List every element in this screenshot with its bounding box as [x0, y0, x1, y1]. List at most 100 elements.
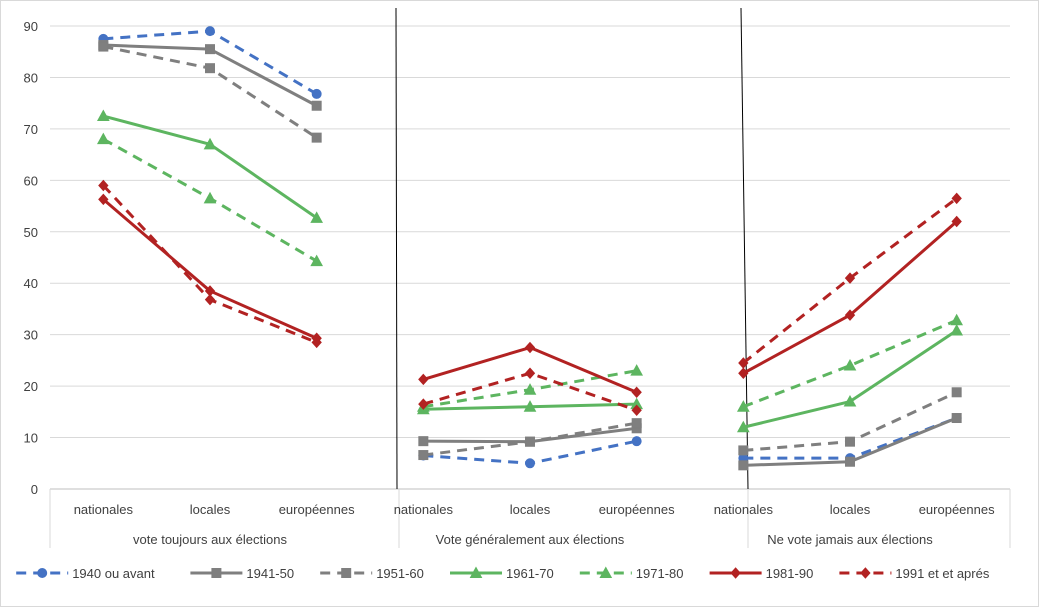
group-separator	[395, 7, 398, 490]
data-point	[631, 436, 642, 447]
data-point	[845, 456, 855, 467]
y-tick-label: 80	[24, 70, 38, 85]
legend-item: 1940 ou avant	[16, 566, 155, 581]
data-point	[204, 293, 216, 306]
data-point	[310, 254, 324, 267]
y-tick-label: 50	[24, 225, 38, 240]
data-point	[205, 26, 215, 37]
data-point	[524, 341, 536, 354]
y-tick-label: 10	[24, 431, 38, 446]
x-tick-label: européennes	[599, 502, 675, 517]
data-point	[205, 44, 215, 55]
series-2	[98, 41, 962, 461]
data-point	[418, 373, 429, 386]
data-point	[203, 137, 217, 150]
data-point	[844, 272, 856, 284]
data-point	[311, 100, 322, 111]
legend-marker	[341, 568, 352, 578]
x-tick-label: européennes	[919, 502, 995, 517]
legend-item: 1941-50	[190, 566, 294, 581]
data-point	[950, 313, 964, 326]
y-tick-label: 40	[24, 276, 38, 291]
legend-label: 1940 ou avant	[72, 566, 155, 581]
data-point	[845, 436, 855, 447]
data-point	[98, 179, 109, 192]
legend-label: 1961-70	[506, 566, 554, 581]
data-point	[523, 400, 537, 412]
data-point	[98, 41, 109, 52]
data-point	[738, 357, 749, 369]
y-tick-label: 70	[24, 122, 38, 137]
data-point	[631, 418, 642, 429]
group-label: vote toujours aux élections	[133, 532, 287, 547]
data-point	[418, 398, 429, 410]
data-point	[951, 192, 962, 205]
legend-item: 1981-90	[709, 566, 814, 581]
legend-item: 1971-80	[579, 566, 684, 581]
data-point	[736, 420, 750, 433]
data-point	[525, 458, 535, 469]
legend-item: 1951-60	[320, 566, 424, 581]
data-point	[736, 400, 750, 412]
legend-marker	[37, 568, 48, 578]
data-point	[418, 450, 429, 461]
legend-marker	[211, 568, 222, 578]
legend-label: 1951-60	[376, 566, 424, 581]
data-point	[205, 63, 215, 74]
legend-label: 1991 et et aprés	[895, 566, 989, 581]
data-point	[96, 132, 110, 145]
data-point	[310, 211, 324, 223]
legend-marker	[599, 566, 613, 578]
group-label: Vote généralement aux élections	[436, 532, 625, 547]
data-point	[98, 193, 109, 206]
y-tick-label: 20	[24, 379, 38, 394]
data-point	[951, 387, 962, 398]
data-point	[630, 364, 644, 376]
data-point	[311, 88, 322, 99]
x-tick-label: locales	[830, 502, 871, 517]
legend-marker	[860, 567, 871, 579]
data-point	[524, 367, 536, 379]
y-tick-label: 0	[31, 482, 38, 497]
data-point	[843, 358, 857, 371]
series-5	[98, 193, 962, 399]
legend-label: 1981-90	[766, 566, 814, 581]
data-point	[844, 309, 856, 321]
y-tick-label: 90	[24, 19, 38, 34]
data-point	[311, 132, 322, 143]
y-tick-label: 60	[24, 173, 38, 188]
x-tick-label: européennes	[279, 502, 355, 517]
x-tick-label: locales	[510, 502, 551, 517]
legend-marker	[469, 566, 483, 578]
x-tick-label: nationales	[714, 502, 774, 517]
data-point	[738, 367, 749, 379]
legend-item: 1961-70	[450, 566, 554, 581]
data-point	[203, 191, 217, 204]
data-point	[311, 336, 322, 349]
x-tick-label: nationales	[74, 502, 134, 517]
data-point	[631, 404, 642, 417]
series-6	[98, 179, 962, 417]
legend-marker	[730, 567, 741, 579]
y-tick-label: 30	[24, 328, 38, 343]
legend-label: 1941-50	[246, 566, 294, 581]
data-point	[951, 215, 962, 228]
series-line	[742, 318, 958, 409]
data-point	[738, 460, 749, 471]
legend-item: 1991 et et aprés	[839, 566, 990, 581]
data-point	[843, 395, 857, 407]
x-tick-label: nationales	[394, 502, 454, 517]
data-point	[950, 324, 964, 336]
data-point	[951, 413, 962, 424]
data-point	[525, 436, 535, 447]
x-tick-label: locales	[190, 502, 231, 517]
data-point	[738, 445, 749, 456]
data-point	[418, 436, 429, 447]
legend-label: 1971-80	[636, 566, 684, 581]
group-label: Ne vote jamais aux élections	[767, 532, 933, 547]
data-point	[523, 383, 537, 395]
data-point	[96, 109, 110, 122]
series-4	[96, 132, 964, 412]
data-point	[631, 386, 642, 399]
